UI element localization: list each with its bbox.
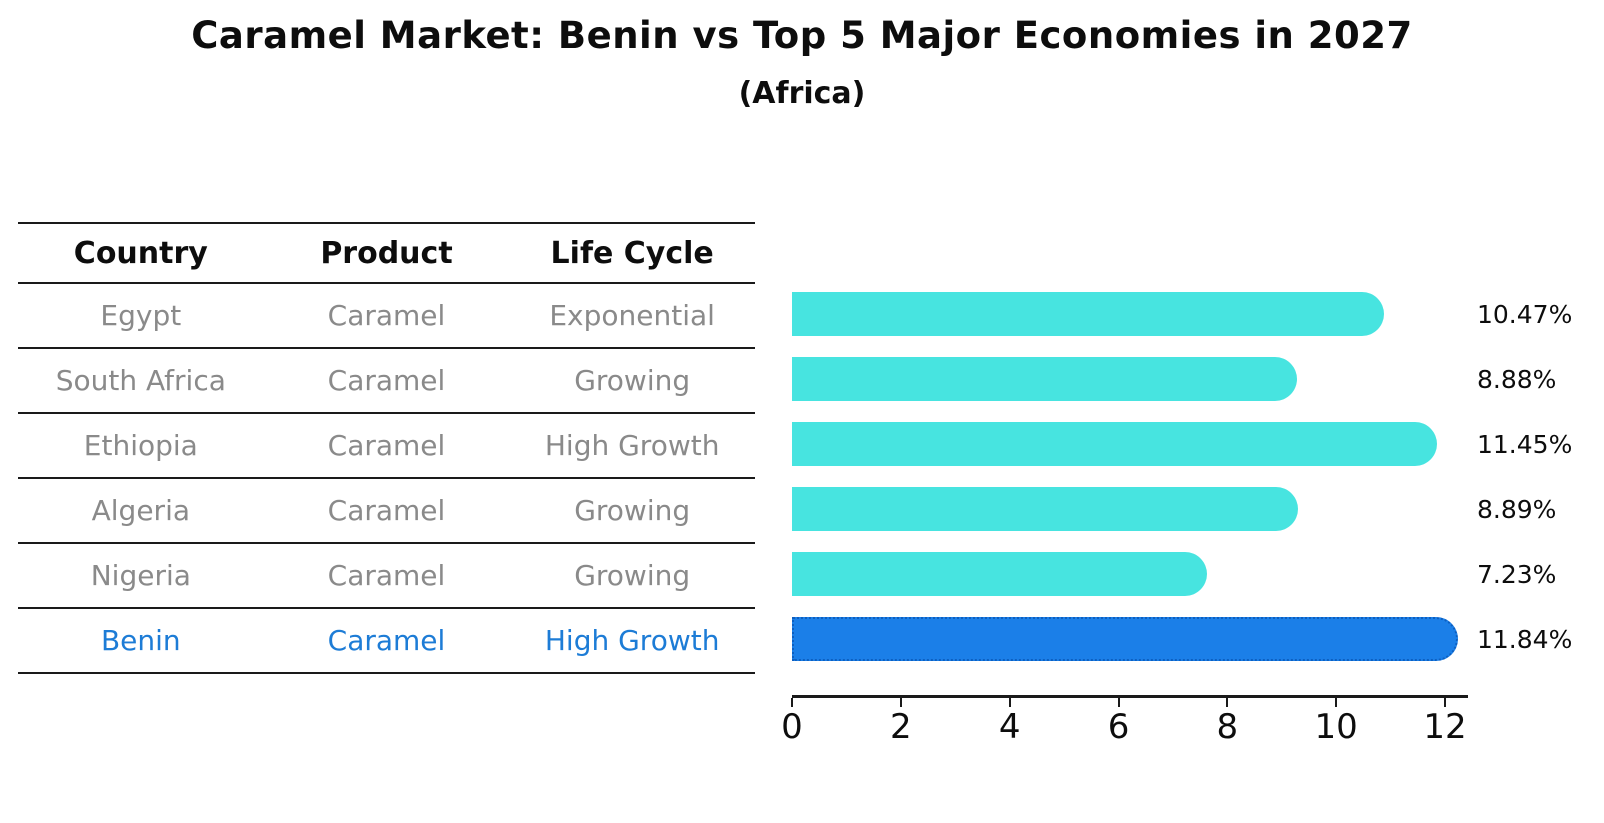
x-axis-tick xyxy=(1008,698,1011,707)
x-axis-tick-label: 12 xyxy=(1423,707,1467,747)
value-label-egypt: 10.47% xyxy=(1477,300,1573,329)
product-cell: Caramel xyxy=(327,429,446,462)
data-table: Country Product Life Cycle Egypt Caramel… xyxy=(18,222,755,674)
column-header-product: Product xyxy=(320,235,453,271)
chart-title: Caramel Market: Benin vs Top 5 Major Eco… xyxy=(191,14,1413,57)
table-row-ethiopia: Ethiopia Caramel High Growth xyxy=(18,414,755,479)
country-cell: Ethiopia xyxy=(83,429,198,462)
value-label-south-africa: 8.88% xyxy=(1477,365,1557,394)
x-axis-tick xyxy=(899,698,902,707)
product-cell: Caramel xyxy=(327,299,446,332)
product-cell: Caramel xyxy=(327,494,446,527)
bar-egypt xyxy=(792,292,1384,336)
x-axis-tick-label: 6 xyxy=(1107,707,1130,747)
x-axis-tick-label: 10 xyxy=(1314,707,1358,747)
bar-nigeria xyxy=(792,552,1208,596)
life-cycle-cell: Exponential xyxy=(549,299,715,332)
x-axis-tick-label: 4 xyxy=(998,707,1021,747)
country-cell: Benin xyxy=(100,624,181,657)
product-cell: Caramel xyxy=(327,559,446,592)
bar-row-egypt xyxy=(792,282,1468,347)
bar-row-south-africa xyxy=(792,347,1468,412)
product-cell: Caramel xyxy=(327,364,446,397)
bar-south-africa xyxy=(792,357,1298,401)
x-axis-tick xyxy=(1444,698,1447,707)
country-cell: Nigeria xyxy=(90,559,191,592)
value-label-algeria: 8.89% xyxy=(1477,495,1557,524)
bar-algeria xyxy=(792,487,1298,531)
life-cycle-cell: High Growth xyxy=(544,429,720,462)
bar-row-benin xyxy=(792,607,1468,672)
value-label-benin: 11.84% xyxy=(1477,625,1573,654)
bar-plot-area xyxy=(792,282,1468,672)
life-cycle-cell: Growing xyxy=(574,494,691,527)
table-row-south-africa: South Africa Caramel Growing xyxy=(18,349,755,414)
bar-row-algeria xyxy=(792,477,1468,542)
x-axis-line xyxy=(792,695,1468,698)
x-axis-tick-label: 0 xyxy=(781,707,803,747)
x-axis-tick xyxy=(1226,698,1229,707)
bar-row-ethiopia xyxy=(792,412,1468,477)
column-header-life-cycle: Life Cycle xyxy=(550,235,714,271)
product-cell: Caramel xyxy=(327,624,446,657)
country-cell: Algeria xyxy=(91,494,191,527)
x-axis: 0 2 4 6 8 10 12 xyxy=(781,695,1468,755)
x-axis-tick xyxy=(791,698,793,707)
bar-benin xyxy=(792,617,1459,661)
table-row-nigeria: Nigeria Caramel Growing xyxy=(18,544,755,609)
life-cycle-cell: Growing xyxy=(574,559,691,592)
value-label-nigeria: 7.23% xyxy=(1477,560,1557,589)
table-row-benin: Benin Caramel High Growth xyxy=(18,609,755,674)
x-axis-tick-label: 2 xyxy=(890,707,912,747)
life-cycle-cell: High Growth xyxy=(544,624,720,657)
table-header-row: Country Product Life Cycle xyxy=(18,224,755,284)
column-header-country: Country xyxy=(73,235,208,271)
value-label-ethiopia: 11.45% xyxy=(1477,430,1573,459)
life-cycle-cell: Growing xyxy=(574,364,691,397)
x-axis-tick xyxy=(1335,698,1338,707)
table-row-algeria: Algeria Caramel Growing xyxy=(18,479,755,544)
chart-subtitle: (Africa) xyxy=(738,76,866,111)
value-label-column: 10.47% 8.88% 11.45% 8.89% 7.23% 11.84% xyxy=(1477,282,1602,672)
bar-row-nigeria xyxy=(792,542,1468,607)
country-cell: Egypt xyxy=(100,299,182,332)
table-row-egypt: Egypt Caramel Exponential xyxy=(18,284,755,349)
x-axis-tick-label: 8 xyxy=(1216,707,1239,747)
country-cell: South Africa xyxy=(55,364,226,397)
x-axis-tick xyxy=(1117,698,1120,707)
bar-ethiopia xyxy=(792,422,1438,466)
